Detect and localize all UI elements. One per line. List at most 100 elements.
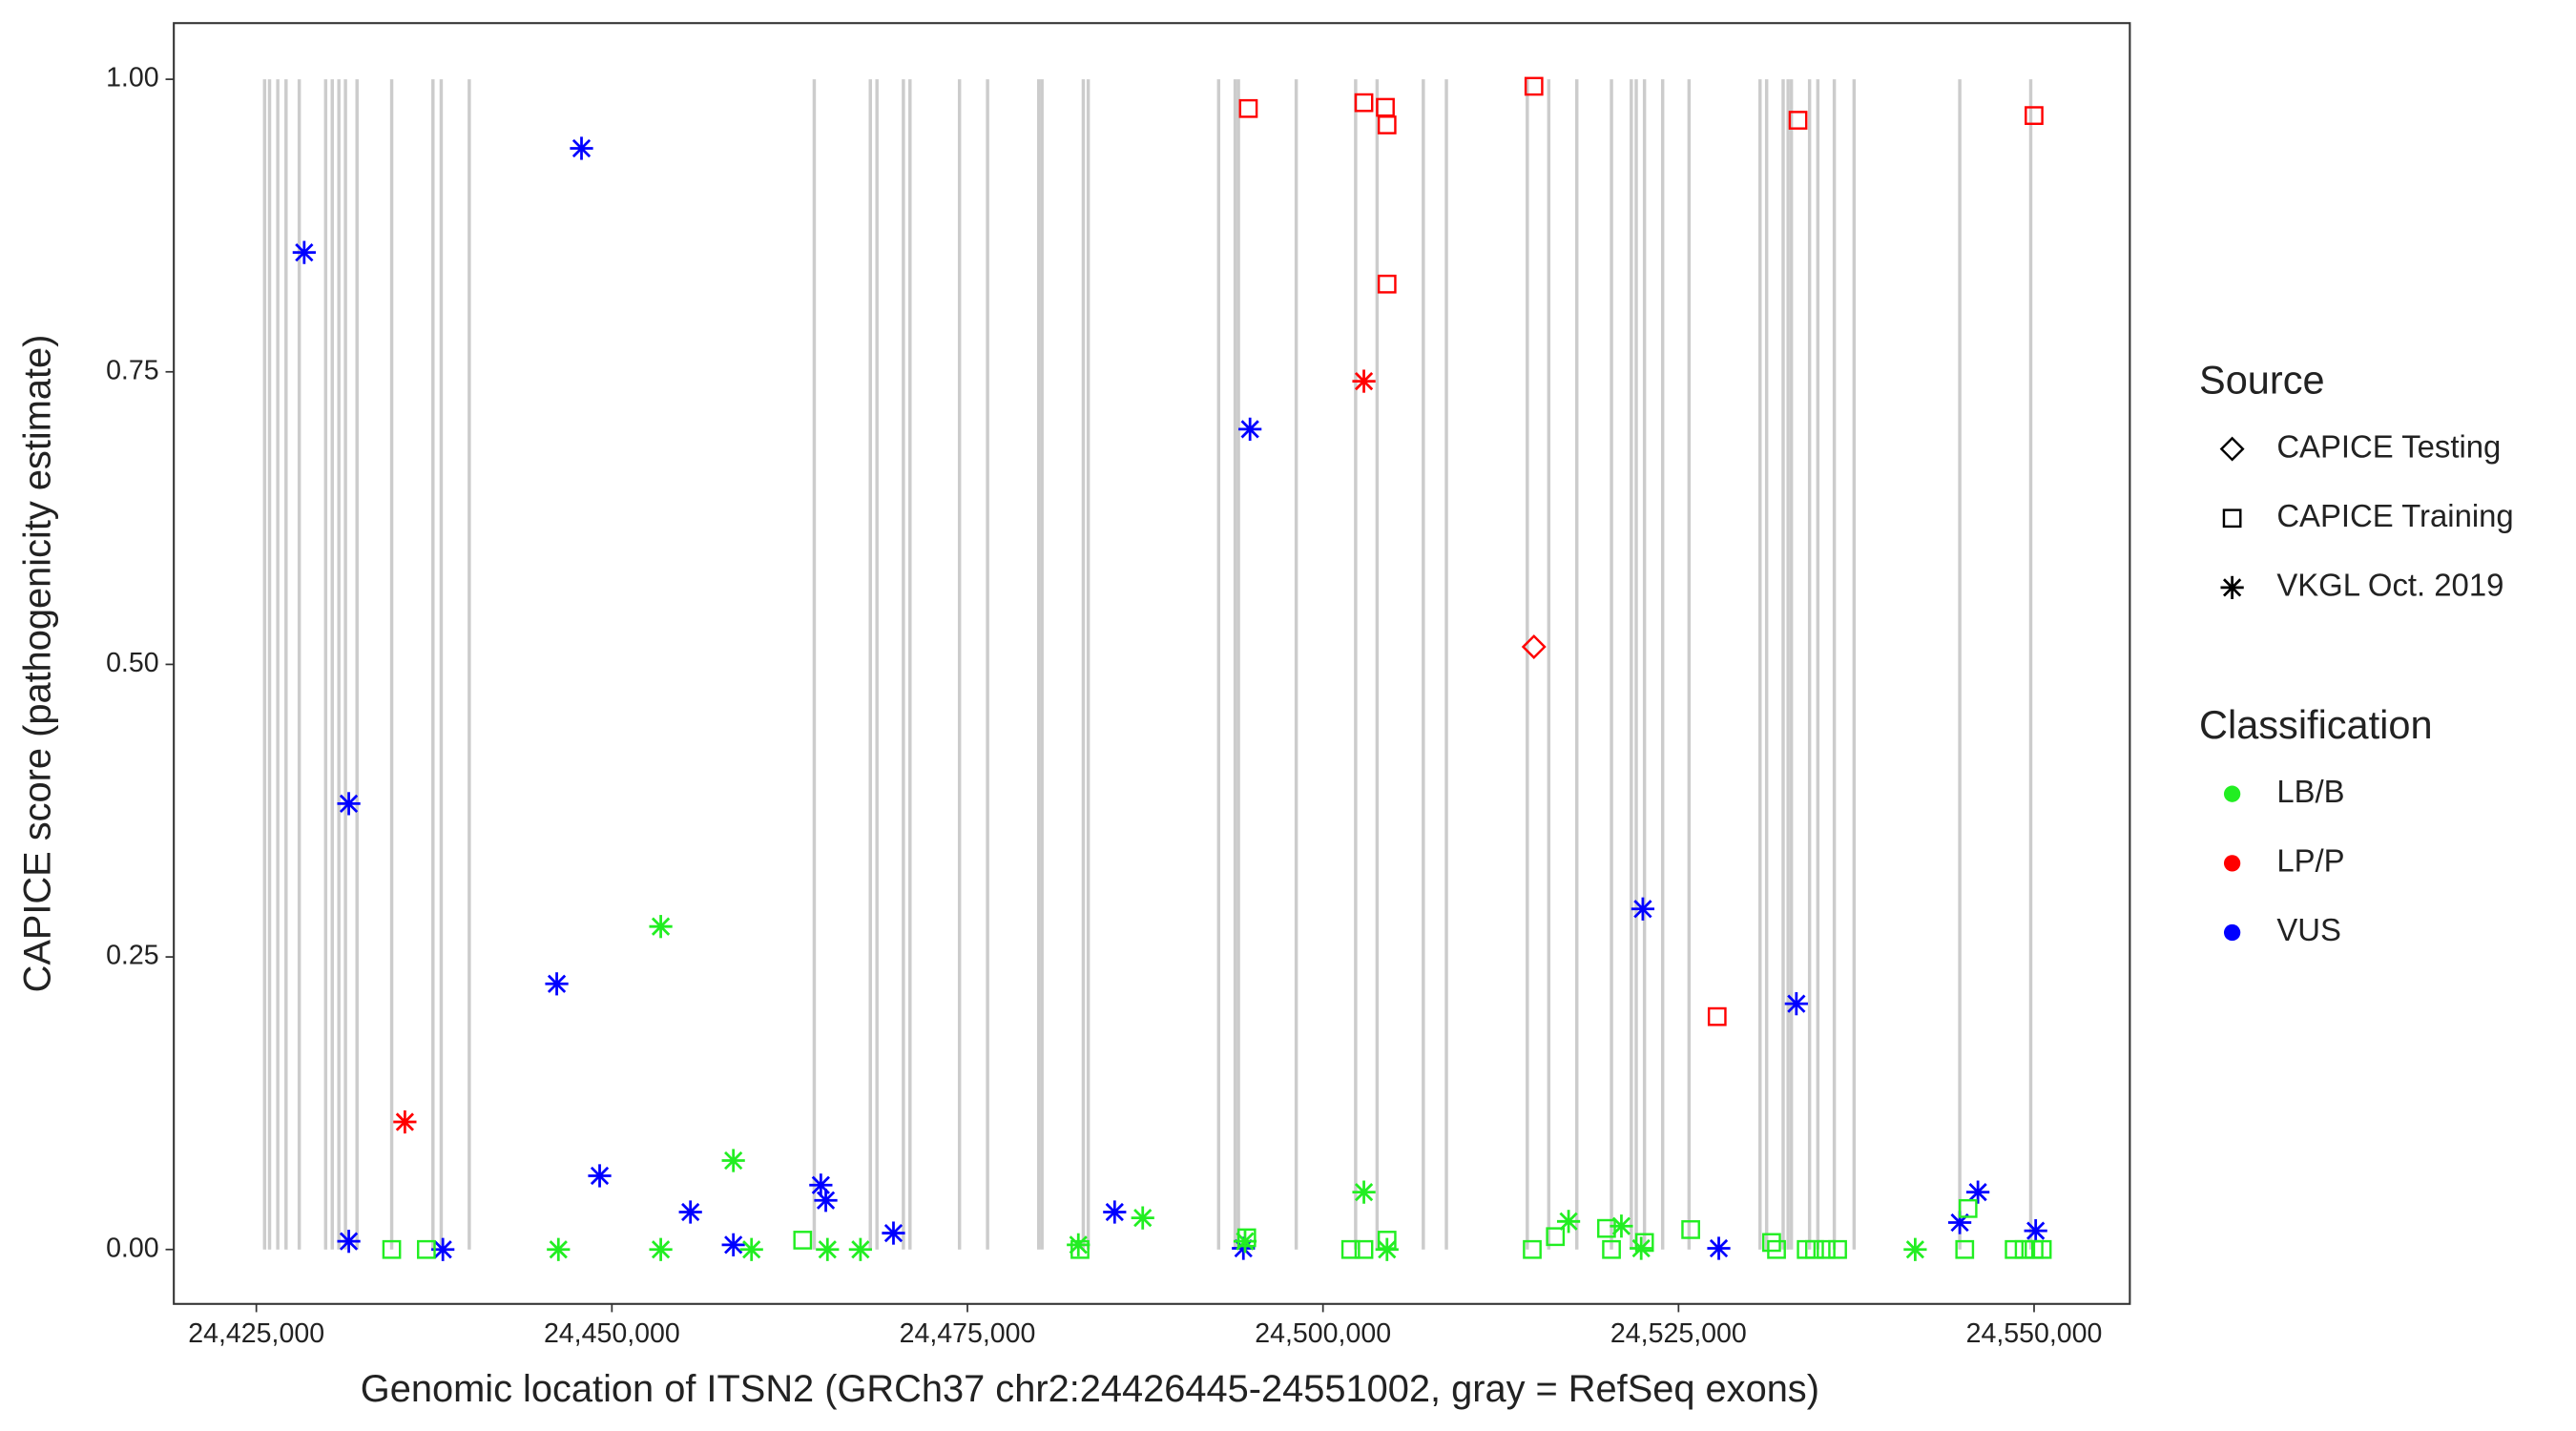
legend-swatch (2223, 785, 2241, 802)
point-stroke (1709, 1238, 1729, 1258)
point (721, 1149, 745, 1172)
point (1955, 1239, 1975, 1259)
point (1377, 1231, 1397, 1250)
point (2024, 1219, 2047, 1243)
point-stroke (1787, 994, 1806, 1013)
point (1354, 93, 1374, 113)
point (417, 1239, 436, 1259)
point (2222, 508, 2242, 529)
point (1681, 1220, 1700, 1239)
point (2005, 1239, 2025, 1259)
point (1067, 1233, 1091, 1256)
x-tick-label: 24,475,000 (900, 1318, 1036, 1349)
point-stroke (681, 1202, 700, 1222)
legend-label: CAPICE Training (2276, 498, 2513, 533)
point (2025, 106, 2044, 125)
point (1762, 1233, 1781, 1253)
point (1377, 115, 1397, 135)
point (2014, 1239, 2034, 1259)
point (1070, 1239, 1090, 1259)
point (1804, 1239, 1824, 1259)
point-stroke (1105, 1202, 1124, 1222)
point (848, 1237, 872, 1261)
point-stroke (549, 1240, 568, 1259)
point-stroke (651, 1240, 671, 1259)
point (1524, 76, 1544, 96)
y-tick-label: 1.00 (106, 63, 159, 93)
point (2219, 436, 2245, 462)
point (1340, 1239, 1361, 1259)
point (570, 136, 593, 160)
point (1523, 1239, 1542, 1259)
point (1966, 1180, 1990, 1204)
point (1521, 634, 1547, 659)
point (545, 972, 569, 996)
y-axis-title: CAPICE score (pathogenicity estimate) (17, 335, 59, 993)
x-tick-label: 24,500,000 (1255, 1318, 1391, 1349)
point-stroke (1234, 1238, 1253, 1258)
point-stroke (1133, 1208, 1153, 1228)
point (1631, 897, 1655, 921)
point (1630, 1236, 1653, 1260)
point (1238, 417, 1262, 441)
point (649, 915, 673, 939)
x-axis-title: Genomic location of ITSN2 (GRCh37 chr2:2… (361, 1368, 1819, 1410)
legend-label: VUS (2276, 912, 2341, 947)
point (431, 1237, 455, 1261)
point-stroke (1354, 371, 1374, 391)
point (337, 792, 361, 816)
point-stroke (1354, 1183, 1374, 1202)
point (382, 1239, 402, 1259)
point (1131, 1206, 1154, 1230)
legend-label: VKGL Oct. 2019 (2276, 568, 2503, 603)
point-stroke (590, 1166, 610, 1186)
point (1352, 369, 1376, 393)
x-tick-label: 24,425,000 (188, 1318, 324, 1349)
point (1377, 274, 1397, 294)
point (1610, 1214, 1633, 1238)
point (588, 1164, 612, 1188)
point-stroke (547, 974, 567, 993)
point (1707, 1006, 1727, 1027)
point (292, 240, 316, 264)
point (1602, 1239, 1621, 1259)
point (1238, 98, 1258, 118)
point (547, 1237, 571, 1261)
point (1376, 97, 1395, 117)
point (1828, 1239, 1847, 1259)
point (1903, 1237, 1927, 1261)
point-stroke (2026, 1221, 2046, 1240)
point-stroke (433, 1240, 452, 1259)
point (1236, 1228, 1257, 1248)
point-stroke (811, 1175, 830, 1194)
point (1103, 1200, 1127, 1224)
point (1597, 1218, 1616, 1238)
x-tick-label: 24,450,000 (544, 1318, 680, 1349)
point-stroke (1633, 900, 1652, 919)
point-stroke (1559, 1212, 1578, 1231)
point (882, 1221, 905, 1245)
point-stroke (883, 1223, 904, 1243)
point (1354, 1239, 1374, 1259)
point (1546, 1227, 1566, 1247)
legend-title: Classification (2199, 702, 2433, 747)
x-tick-label: 24,525,000 (1610, 1318, 1747, 1349)
point-stroke (571, 138, 592, 158)
legend-title: Source (2199, 357, 2325, 402)
panel-border (173, 22, 2131, 1305)
point-stroke (1968, 1183, 1987, 1202)
y-tick-label: 0.50 (106, 648, 159, 678)
point (1556, 1210, 1581, 1234)
point (816, 1237, 840, 1261)
point-stroke (818, 1240, 837, 1259)
point-stroke (295, 243, 314, 262)
point (1634, 1233, 1654, 1253)
y-tick-label: 0.00 (106, 1233, 159, 1263)
point-stroke (2222, 578, 2242, 597)
point (393, 1110, 417, 1134)
point (1788, 111, 1808, 130)
y-tick-label: 0.25 (106, 941, 159, 971)
legend-label: LB/B (2276, 774, 2344, 809)
point (1958, 1198, 1978, 1218)
